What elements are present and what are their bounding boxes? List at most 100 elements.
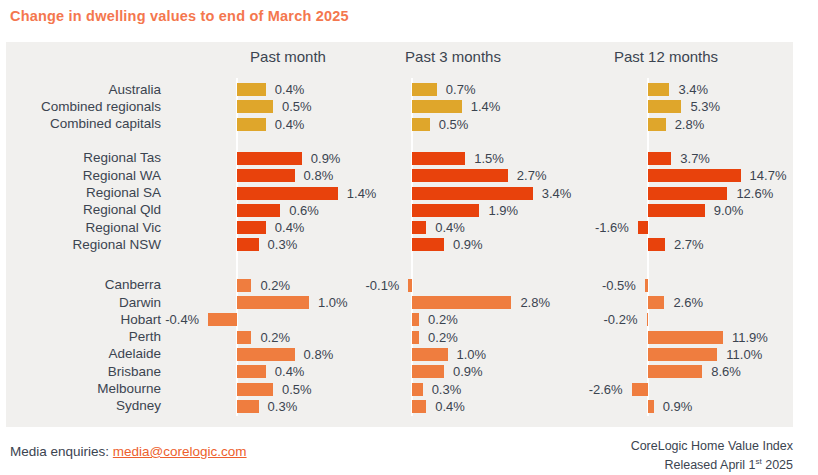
source-release-date: Released April 1st 2025 [631,454,793,473]
page-title: Change in dwelling values to end of Marc… [10,8,349,24]
value-label: 0.9% [453,364,483,379]
report-page: Change in dwelling values to end of Marc… [0,0,818,475]
category-label: Darwin [6,294,161,312]
value-label: 3.4% [678,82,708,97]
released-suffix: 2025 [762,458,793,472]
value-label: 1.0% [457,347,487,362]
bar [412,313,419,326]
bar [237,204,280,217]
bar [412,83,437,96]
bar [648,238,665,251]
source-title: CoreLogic Home Value Index [631,438,793,454]
bar [237,187,338,200]
value-label: 8.6% [711,364,741,379]
category-label: Sydney [6,397,161,415]
bar [237,331,251,344]
category-label: Brisbane [6,363,161,381]
value-label: -0.4% [165,312,199,327]
value-label: 0.4% [435,220,465,235]
bar [412,187,533,200]
bar [237,83,266,96]
value-label: 0.9% [663,399,693,414]
bar [648,187,727,200]
value-label: 1.4% [471,99,501,114]
bar [648,100,681,113]
value-label: 0.2% [260,330,290,345]
value-label: 0.3% [432,382,462,397]
value-label: 0.9% [311,151,341,166]
bar [412,296,511,309]
value-label: 0.4% [275,82,305,97]
bar [237,100,273,113]
value-label: 2.6% [673,295,703,310]
bar [237,348,295,361]
value-label: 5.3% [690,99,720,114]
value-label: 0.3% [268,237,298,252]
bar [412,169,508,182]
bar [412,365,444,378]
value-label: 0.5% [282,382,312,397]
category-label: Adelaide [6,345,161,363]
bar [237,221,266,234]
bar [237,152,302,165]
released-prefix: Released April 1 [664,458,755,472]
value-label: -2.6% [589,382,623,397]
category-label: Canberra [6,276,161,294]
value-label: 0.5% [439,117,469,132]
value-label: 0.4% [275,117,305,132]
category-label: Perth [6,328,161,346]
bar [237,365,266,378]
bar [647,313,649,326]
value-label: -0.1% [365,278,399,293]
value-label: 3.7% [680,151,710,166]
media-enquiries-label: Media enquiries: [10,444,113,459]
bar [412,221,426,234]
bar [237,400,259,413]
bar [412,118,430,131]
bar [648,83,669,96]
bar [412,100,462,113]
value-label: 3.4% [542,186,572,201]
value-label: 0.2% [260,278,290,293]
value-label: 0.9% [453,237,483,252]
bar [412,152,465,165]
value-label: 14.7% [750,168,787,183]
category-label: Regional Tas [6,149,161,167]
bar [237,118,266,131]
bar [638,221,648,234]
value-label: 0.5% [282,99,312,114]
value-label: 0.2% [428,330,458,345]
category-label: Regional WA [6,167,161,185]
category-label: Regional SA [6,184,161,202]
bar [412,331,419,344]
bar [237,279,251,292]
media-email-link[interactable]: media@corelogic.com [113,444,247,459]
value-label: 0.4% [435,399,465,414]
category-label: Melbourne [6,380,161,398]
bar [208,313,237,326]
bar [648,348,717,361]
value-label: 11.9% [732,330,768,345]
value-label: 11.0% [726,347,762,362]
value-label: 0.7% [446,82,476,97]
bar [648,365,702,378]
value-label: 12.6% [736,186,773,201]
category-label: Regional Vic [6,219,161,237]
value-label: 2.7% [674,237,704,252]
value-label: 1.5% [474,151,504,166]
value-label: 1.0% [318,295,348,310]
value-label: 2.8% [520,295,550,310]
value-label: 0.8% [304,347,334,362]
value-label: 2.7% [517,168,547,183]
value-label: -0.2% [604,312,638,327]
bar [648,118,666,131]
bar [645,279,648,292]
media-enquiries: Media enquiries: media@corelogic.com [10,444,247,459]
bar [237,383,273,396]
bar [408,279,412,292]
value-label: -0.5% [602,278,636,293]
bar [237,169,295,182]
value-label: 1.9% [488,203,518,218]
category-label: Regional NSW [6,236,161,254]
value-label: 0.4% [275,364,305,379]
